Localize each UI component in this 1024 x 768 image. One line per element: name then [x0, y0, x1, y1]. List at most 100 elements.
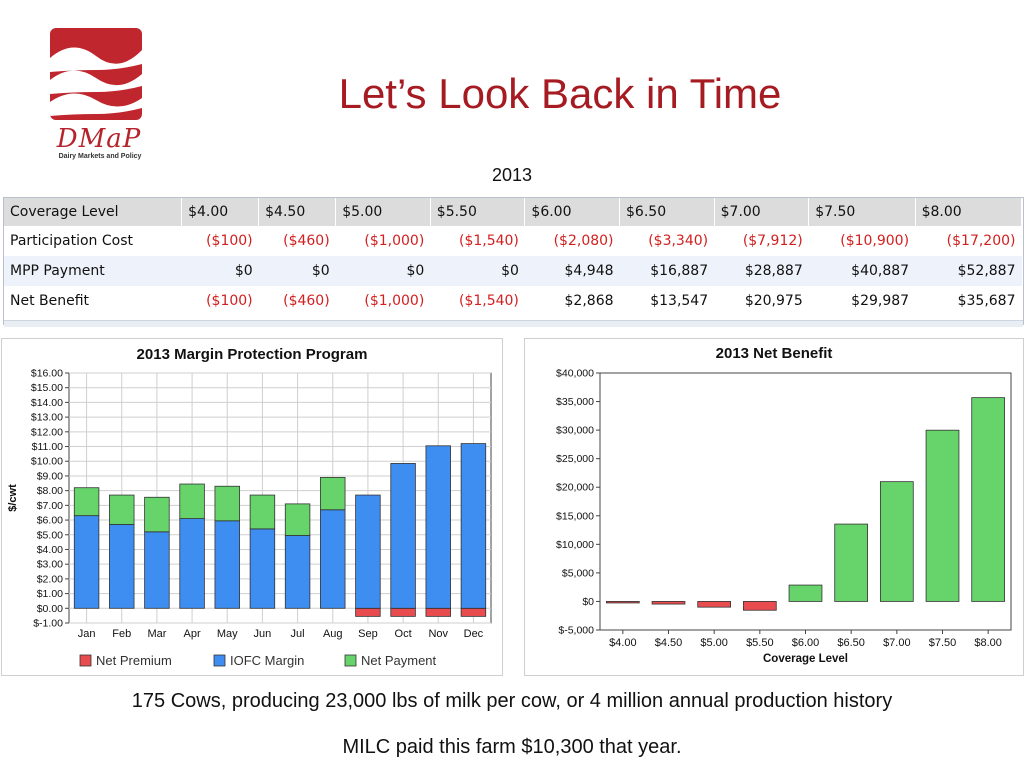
y-tick-label: $40,000 [556, 368, 594, 380]
bar-net-payment [284, 503, 311, 536]
x-tick-label: Apr [184, 628, 201, 640]
legend-swatch [79, 654, 92, 667]
bar-net-premium [390, 607, 416, 617]
bar-iofc-margin [214, 520, 240, 609]
y-tick-label: $8.00 [37, 485, 63, 497]
y-tick-label: $5.00 [37, 529, 63, 541]
y-tick-label: $10.00 [31, 456, 63, 468]
y-tick-label: $30,000 [556, 425, 594, 437]
table-header-cell: $7.00 [714, 198, 810, 226]
bar-iofc-margin [460, 443, 487, 609]
table-cell: ($460) [283, 233, 330, 249]
table-header-cell: $7.50 [808, 198, 916, 226]
y-tick-label: $25,000 [556, 453, 594, 465]
bar-net-payment [179, 483, 205, 519]
bar-iofc-margin [320, 509, 346, 609]
table-cell: $40,887 [808, 256, 916, 286]
table-cell: $13,547 [650, 293, 709, 309]
net-benefit-chart-panel: 2013 Net Benefit $-5,000 $0 $5,000 $10,000 $1… [524, 338, 1024, 676]
table-cell: ($100) [206, 233, 253, 249]
bar-net-benefit [879, 481, 914, 602]
net-benefit-chart: 2013 Net Benefit $-5,000 $0 $5,000 $10,000 $1… [556, 345, 1012, 665]
table-cell: ($460) [283, 293, 330, 309]
coverage-table-panel: Coverage Level $4.00 $4.50 $5.00 $5.50 $6.00 $… [3, 197, 1024, 327]
bar-net-premium [355, 607, 381, 617]
x-tick-label: Sep [358, 628, 378, 640]
bar-net-benefit [788, 584, 823, 602]
y-tick-label: $-5,000 [558, 625, 594, 637]
bar-net-benefit [971, 397, 1006, 602]
table-cell: $29,987 [851, 293, 910, 309]
y-tick-label: $10,000 [556, 539, 594, 551]
bar-net-benefit [605, 601, 640, 604]
table-row-label: Participation Cost [10, 233, 133, 249]
x-tick-label: Feb [112, 628, 131, 640]
slide-year: 2013 [491, 165, 533, 185]
x-tick-label: May [217, 628, 238, 640]
bar-iofc-margin [179, 518, 205, 609]
bar-net-premium [460, 607, 487, 617]
y-tick-label: $16.00 [31, 368, 63, 380]
table-header-cell: $6.50 [619, 198, 715, 226]
table-cell: $20,975 [744, 293, 803, 309]
x-tick-label: Nov [428, 628, 448, 640]
table-row-label: Net Benefit [10, 293, 90, 309]
x-tick-label: $5.00 [700, 637, 728, 649]
chart-title: 2013 Margin Protection Program [137, 346, 368, 363]
table-cell: $52,887 [915, 256, 1022, 286]
bar-net-payment [144, 496, 170, 533]
y-tick-label: $0.00 [37, 603, 63, 615]
table-cell: ($1,000) [364, 233, 425, 249]
y-tick-label: $3.00 [37, 559, 63, 571]
bar-iofc-margin [355, 494, 381, 609]
caption-milc: MILC paid this farm $10,300 that year. [342, 736, 682, 758]
table-cell: $2,868 [564, 293, 614, 309]
bar-net-benefit [651, 601, 686, 605]
bar-net-payment [73, 487, 100, 517]
y-tick-label: $13.00 [31, 412, 63, 424]
bar-net-payment [249, 494, 276, 530]
bar-iofc-margin [249, 528, 276, 609]
y-tick-label: $9.00 [37, 470, 63, 482]
y-tick-label: $15,000 [556, 510, 594, 522]
table-cell: $0 [430, 256, 525, 286]
x-tick-label: $7.00 [883, 637, 911, 649]
x-tick-label: Jul [291, 628, 305, 640]
y-tick-label: $14.00 [31, 397, 63, 409]
table-header-coverage-level: Coverage Level [4, 198, 183, 226]
table-cell: $16,887 [619, 256, 715, 286]
table-row: Participation Cost ($100) ($460) ($1,000) ($… [4, 226, 1022, 256]
table-header-cell: $5.00 [335, 198, 431, 226]
bar-net-payment [320, 477, 346, 511]
bar-iofc-margin [73, 515, 100, 609]
legend-label: IOFC Margin [230, 653, 304, 668]
y-tick-label: $11.00 [32, 441, 63, 453]
table-cell: $0 [335, 256, 431, 286]
slide-title: Let’s Look Back in Time [338, 70, 782, 117]
table-header-cell: $4.50 [258, 198, 337, 226]
bar-net-benefit [925, 429, 960, 602]
table-cell: ($7,912) [742, 233, 803, 249]
margin-protection-chart: 2013 Margin Protection Program $-1.00 $0.0… [7, 346, 492, 668]
x-tick-label: Mar [147, 628, 166, 640]
table-header-cell: $6.00 [524, 198, 621, 226]
y-tick-label: $12.00 [31, 426, 63, 438]
table-cell: ($10,900) [840, 233, 910, 249]
bar-iofc-margin [109, 524, 135, 609]
bar-iofc-margin [425, 445, 451, 609]
bar-net-payment [109, 494, 135, 525]
table-cell: ($3,340) [648, 233, 709, 249]
table-cell: ($100) [206, 293, 253, 309]
y-tick-label: $5,000 [562, 567, 594, 579]
table-cell: ($2,080) [553, 233, 614, 249]
table-cell: ($1,540) [458, 233, 519, 249]
x-tick-label: $6.00 [792, 637, 820, 649]
bar-net-benefit [742, 601, 777, 611]
bar-net-benefit [834, 523, 869, 602]
x-tick-label: Jun [254, 628, 272, 640]
bar-net-premium [425, 607, 451, 617]
x-axis-label: Coverage Level [763, 653, 848, 665]
y-tick-label: $7.00 [37, 500, 63, 512]
x-tick-label: $7.50 [929, 637, 957, 649]
chart-title: 2013 Net Benefit [716, 345, 833, 362]
